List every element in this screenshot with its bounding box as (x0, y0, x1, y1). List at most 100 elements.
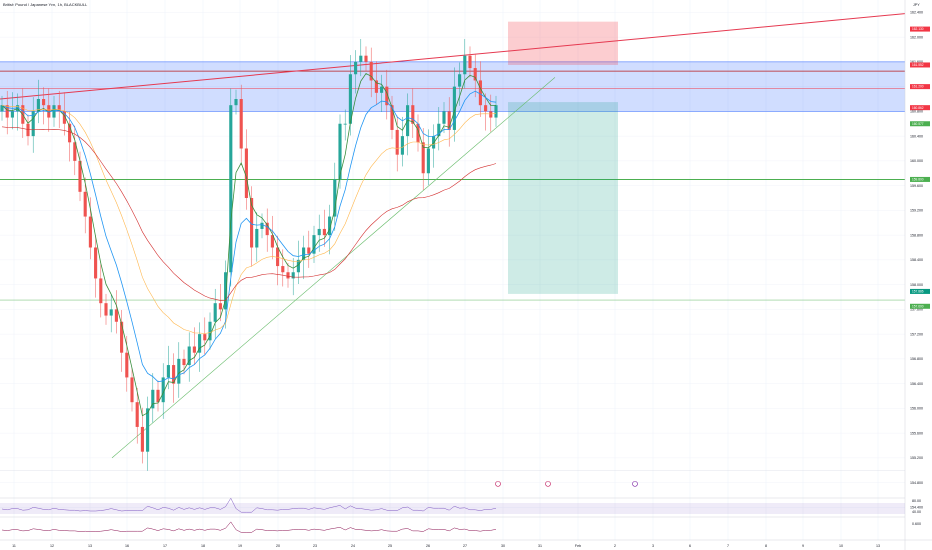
candle-body (489, 111, 493, 118)
stop-loss-zone (508, 21, 618, 65)
time-tick-label: 11 (12, 544, 16, 548)
candle-body (473, 68, 477, 81)
candle-body (239, 99, 243, 149)
time-tick-label: 30 (501, 544, 505, 548)
candle-body (374, 80, 378, 93)
candle-body (146, 408, 150, 452)
candle-body (276, 247, 280, 267)
ema-fast-line (1, 72, 497, 417)
time-tick-label: 23 (313, 544, 317, 548)
ema-long-line (1, 126, 497, 301)
price-badge-label: 161.200 (912, 85, 924, 89)
currency-label: JPY (913, 3, 920, 7)
candle-body (270, 235, 274, 248)
candle-body (244, 148, 248, 198)
candle-body (354, 61, 358, 75)
candle-body (229, 105, 233, 273)
price-tick-label: 159.600 (910, 184, 923, 188)
time-tick-label: 6 (689, 544, 691, 548)
candle-body (62, 111, 66, 124)
candle-body (88, 216, 92, 248)
candle-body (416, 123, 420, 143)
time-tick-label: 27 (463, 544, 467, 548)
candle-body (213, 303, 217, 322)
price-badge-label: 160.577 (912, 122, 924, 126)
ema-medium-line (1, 90, 497, 383)
candle-body (83, 191, 87, 217)
time-tick-label: 13 (88, 544, 92, 548)
price-tick-label: 158.000 (910, 283, 923, 287)
time-tick-label: 26 (426, 544, 430, 548)
candle-body (281, 266, 285, 273)
rsi-high-label: 80.00 (912, 499, 921, 503)
candle-body (437, 123, 441, 137)
candle-body (468, 55, 472, 69)
candle-body (234, 99, 238, 106)
candle-body (296, 259, 300, 273)
price-tick-label: 158.800 (910, 233, 923, 237)
candle-body (478, 80, 482, 106)
candle-body (192, 346, 196, 353)
candle-body (120, 321, 124, 353)
candle-body (224, 272, 228, 310)
candle-body (135, 402, 139, 427)
candle-body (73, 142, 77, 161)
price-tick-label: 158.400 (910, 258, 923, 262)
candle-body (426, 148, 430, 174)
price-tick-label: 157.200 (910, 332, 923, 336)
candle-body (57, 105, 61, 112)
candle-body (26, 123, 30, 137)
time-tick-label: 24 (351, 544, 355, 548)
candle-body (125, 352, 129, 378)
candle-body (369, 61, 373, 81)
price-badge (910, 288, 930, 294)
price-badge-label: 160.862 (912, 106, 924, 110)
candle-body (42, 99, 46, 106)
price-badge-label: 162.130 (912, 27, 924, 31)
candle-body (307, 247, 311, 254)
candle-body (338, 123, 342, 180)
candle-body (343, 123, 347, 125)
candle-body (0, 105, 4, 112)
candle-body (99, 278, 103, 304)
price-badge (910, 176, 930, 182)
candle-body (78, 160, 82, 192)
candle-body (151, 389, 155, 409)
price-tick-label: 162.400 (910, 11, 923, 15)
resistance-zone (0, 61, 905, 112)
candle-body (161, 377, 165, 403)
price-badge (910, 84, 930, 90)
time-tick-label: 13 (876, 544, 880, 548)
time-tick-label: 18 (201, 544, 205, 548)
candle-body (328, 216, 332, 236)
time-tick-label: 3 (652, 544, 654, 548)
price-badge (910, 303, 930, 309)
price-badge (910, 121, 930, 127)
oscillator-line (1, 521, 497, 533)
candle-body (5, 105, 9, 118)
candle-body (265, 222, 269, 236)
candle-body (390, 105, 394, 130)
candle-body (385, 86, 389, 106)
time-tick-label: 19 (238, 544, 242, 548)
time-tick-label: 8 (765, 544, 767, 548)
candle-body (322, 228, 326, 236)
candle-body (10, 111, 14, 118)
rsi-line (1, 497, 497, 513)
time-tick-label: 17 (163, 544, 167, 548)
candle-body (166, 365, 170, 378)
candle-body (36, 99, 40, 112)
price-tick-label: 160.000 (910, 159, 923, 163)
candle-body (52, 105, 56, 118)
candle-body (291, 272, 295, 279)
candle-body (182, 358, 186, 366)
rising-support-trendline (111, 77, 556, 459)
price-tick-label: 160.800 (910, 110, 923, 114)
price-tick-label: 155.600 (910, 431, 923, 435)
price-tick-label: 155.200 (910, 456, 923, 460)
candle-body (260, 222, 264, 229)
candle-body (494, 105, 498, 118)
take-profit-zone (508, 102, 618, 294)
candle-body (458, 74, 462, 87)
